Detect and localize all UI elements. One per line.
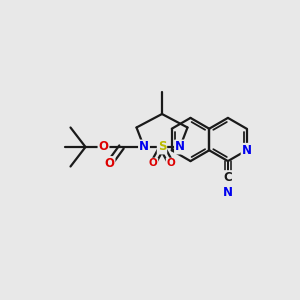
- Text: O: O: [104, 157, 115, 170]
- Text: O: O: [148, 158, 158, 169]
- Text: C: C: [224, 171, 232, 184]
- Text: N: N: [223, 186, 233, 199]
- Text: N: N: [242, 144, 252, 157]
- Text: O: O: [98, 140, 109, 154]
- Text: N: N: [139, 140, 149, 154]
- Text: O: O: [167, 158, 176, 169]
- Text: N: N: [175, 140, 185, 154]
- Text: S: S: [158, 140, 166, 154]
